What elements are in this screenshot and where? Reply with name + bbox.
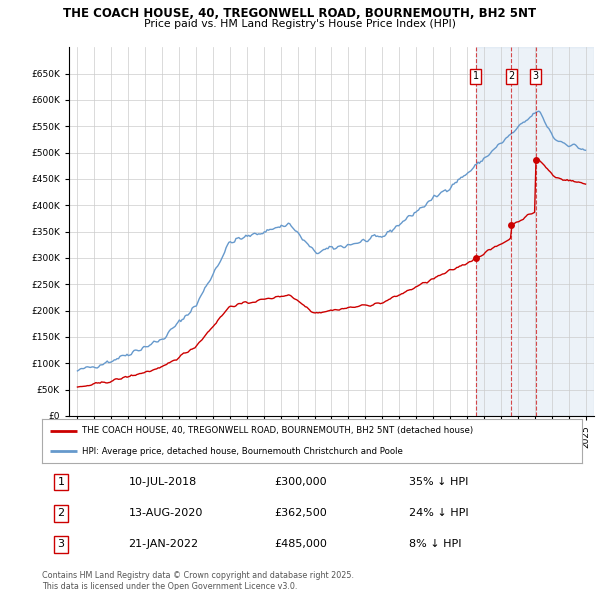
Text: THE COACH HOUSE, 40, TREGONWELL ROAD, BOURNEMOUTH, BH2 5NT (detached house): THE COACH HOUSE, 40, TREGONWELL ROAD, BO… bbox=[83, 427, 473, 435]
Text: Contains HM Land Registry data © Crown copyright and database right 2025.
This d: Contains HM Land Registry data © Crown c… bbox=[42, 571, 354, 590]
Text: 2: 2 bbox=[58, 509, 64, 518]
Text: 21-JAN-2022: 21-JAN-2022 bbox=[128, 539, 199, 549]
Text: 24% ↓ HPI: 24% ↓ HPI bbox=[409, 509, 469, 518]
Text: 2: 2 bbox=[508, 71, 514, 81]
Text: 1: 1 bbox=[473, 71, 479, 81]
Text: 3: 3 bbox=[58, 539, 64, 549]
Text: HPI: Average price, detached house, Bournemouth Christchurch and Poole: HPI: Average price, detached house, Bour… bbox=[83, 447, 403, 455]
Text: £485,000: £485,000 bbox=[274, 539, 327, 549]
Text: 35% ↓ HPI: 35% ↓ HPI bbox=[409, 477, 469, 487]
Text: 13-AUG-2020: 13-AUG-2020 bbox=[128, 509, 203, 518]
Text: Price paid vs. HM Land Registry's House Price Index (HPI): Price paid vs. HM Land Registry's House … bbox=[144, 19, 456, 30]
Text: THE COACH HOUSE, 40, TREGONWELL ROAD, BOURNEMOUTH, BH2 5NT: THE COACH HOUSE, 40, TREGONWELL ROAD, BO… bbox=[64, 7, 536, 20]
Text: 10-JUL-2018: 10-JUL-2018 bbox=[128, 477, 197, 487]
Text: £362,500: £362,500 bbox=[274, 509, 327, 518]
Text: 8% ↓ HPI: 8% ↓ HPI bbox=[409, 539, 462, 549]
Text: 3: 3 bbox=[533, 71, 539, 81]
Text: £300,000: £300,000 bbox=[274, 477, 327, 487]
Text: 1: 1 bbox=[58, 477, 64, 487]
Bar bbox=[476, 47, 594, 416]
